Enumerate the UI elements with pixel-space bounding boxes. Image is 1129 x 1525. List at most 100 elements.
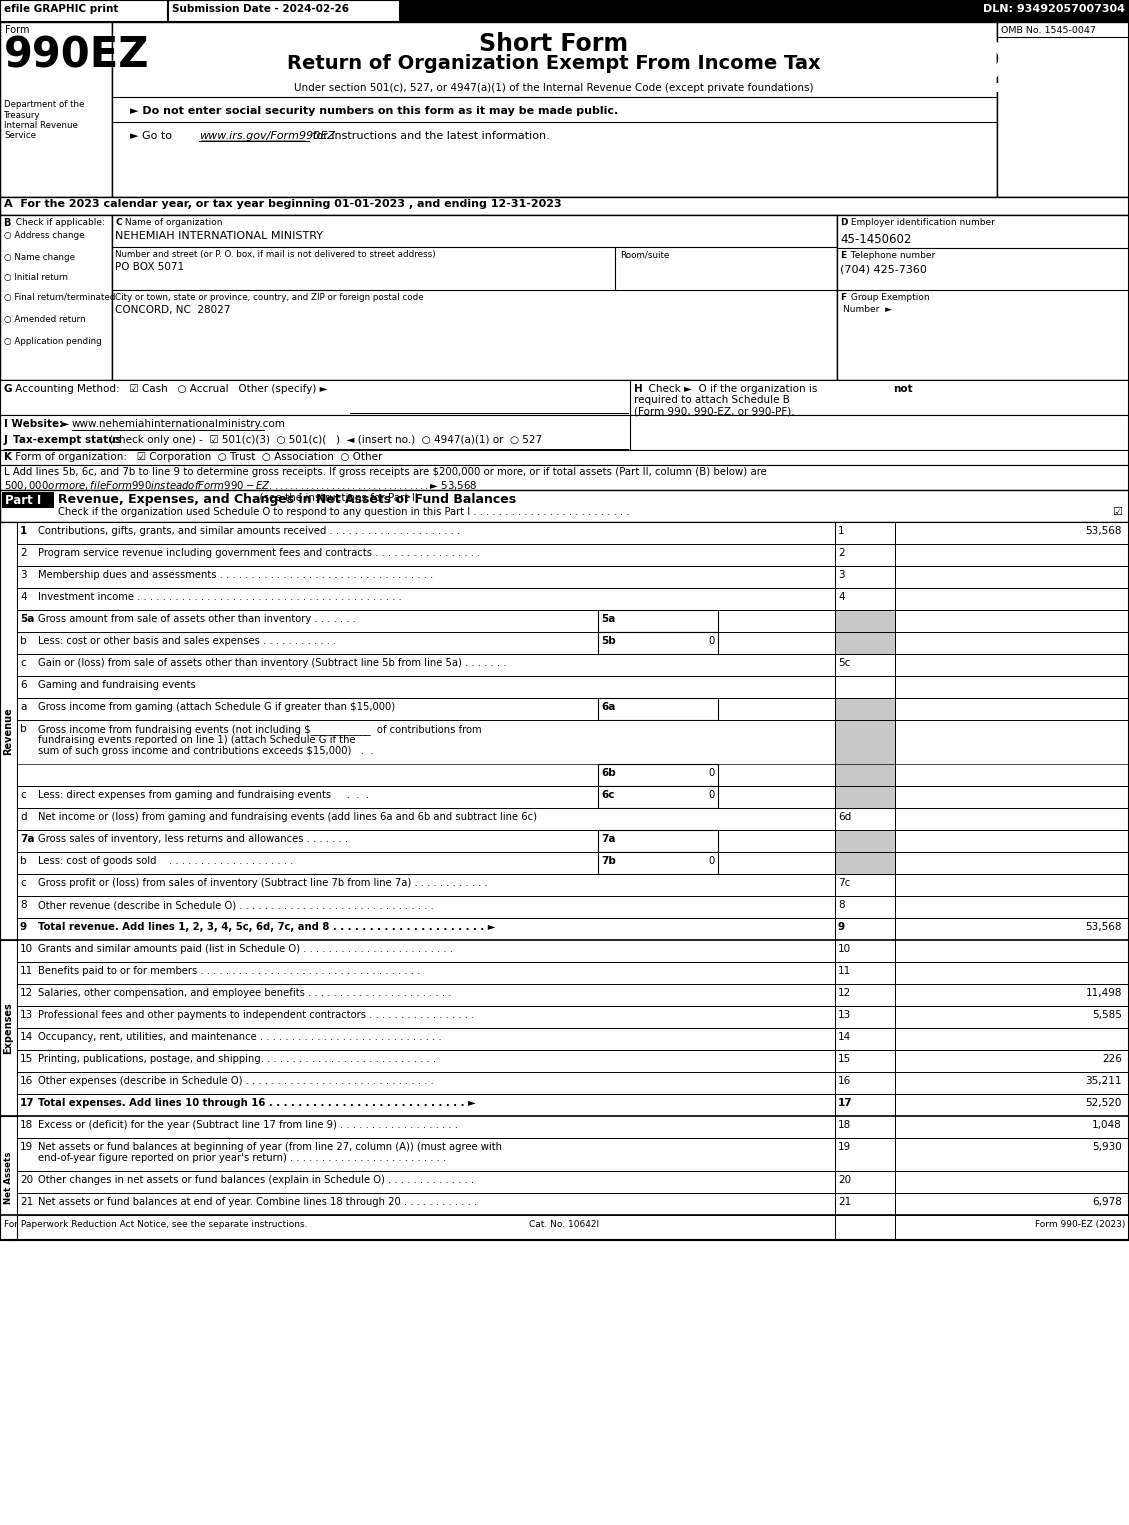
Text: 6b: 6b [601, 769, 615, 778]
Text: Grants and similar amounts paid (list in Schedule O) . . . . . . . . . . . . . .: Grants and similar amounts paid (list in… [38, 944, 453, 955]
Bar [17, 1028, 835, 1051]
Bar [895, 1093, 1129, 1116]
Text: 7a: 7a [20, 834, 35, 843]
Text: 53,568: 53,568 [1085, 526, 1122, 535]
Bar [835, 830, 895, 852]
Text: 18: 18 [20, 1119, 33, 1130]
Text: Form of organization:   ☑ Corporation  ○ Trust  ○ Association  ○ Other: Form of organization: ☑ Corporation ○ Tr… [12, 451, 383, 462]
Text: 3: 3 [838, 570, 844, 580]
Text: 7a: 7a [601, 834, 615, 843]
Text: 5a: 5a [20, 615, 34, 624]
Text: 5,930: 5,930 [1092, 1142, 1122, 1151]
Bar [895, 874, 1129, 897]
Bar [895, 631, 1129, 654]
Text: ○ Amended return: ○ Amended return [5, 316, 86, 323]
Bar [835, 544, 895, 566]
Text: Under section 501(c), 527, or 4947(a)(1) of the Internal Revenue Code (except pr: Under section 501(c), 527, or 4947(a)(1)… [295, 82, 814, 93]
Text: 21: 21 [838, 1197, 851, 1206]
Text: 14: 14 [838, 1032, 851, 1042]
Bar [0, 0, 1129, 1240]
Text: for instructions and the latest information.: for instructions and the latest informat… [309, 131, 550, 140]
Bar [835, 785, 895, 808]
Bar [835, 1193, 895, 1215]
Bar [0, 490, 1129, 522]
Text: 12: 12 [20, 988, 33, 997]
Text: Room/suite: Room/suite [620, 250, 669, 259]
Text: 226: 226 [1102, 1054, 1122, 1064]
Text: ○ Final return/terminated: ○ Final return/terminated [5, 293, 115, 302]
Text: 11: 11 [838, 965, 851, 976]
Text: B: B [3, 218, 10, 229]
Text: Membership dues and assessments . . . . . . . . . . . . . . . . . . . . . . . . : Membership dues and assessments . . . . … [38, 570, 434, 580]
Bar [835, 897, 895, 918]
Text: 990EZ: 990EZ [5, 35, 149, 76]
Text: CONCORD, NC  28027: CONCORD, NC 28027 [115, 305, 230, 316]
Bar [17, 676, 835, 698]
Bar [17, 852, 835, 874]
Text: 15: 15 [20, 1054, 33, 1064]
Bar [895, 1171, 1129, 1193]
Text: 6a: 6a [601, 702, 615, 712]
Bar [835, 1006, 895, 1028]
Bar [835, 874, 895, 897]
Bar [17, 984, 835, 1006]
Bar [0, 522, 17, 939]
Bar [895, 1028, 1129, 1051]
Text: Open to: Open to [1029, 127, 1097, 140]
Bar [895, 566, 1129, 589]
Bar [835, 676, 895, 698]
Bar [895, 676, 1129, 698]
Text: 11,498: 11,498 [1085, 988, 1122, 997]
Bar [17, 918, 835, 939]
Text: Less: cost of goods sold    . . . . . . . . . . . . . . . . . . . .: Less: cost of goods sold . . . . . . . .… [38, 856, 294, 866]
Text: Gaming and fundraising events: Gaming and fundraising events [38, 680, 195, 689]
Bar [895, 984, 1129, 1006]
Text: 53,568: 53,568 [1085, 923, 1122, 932]
Bar [112, 215, 837, 380]
Bar [835, 522, 895, 544]
Text: Public: Public [1036, 143, 1089, 159]
Text: Internal Revenue: Internal Revenue [5, 120, 78, 130]
Text: 6,978: 6,978 [1092, 1197, 1122, 1206]
Text: ○ Application pending: ○ Application pending [5, 337, 102, 346]
Text: ☑: ☑ [1112, 506, 1122, 517]
Text: b: b [20, 724, 27, 734]
Bar [0, 465, 1129, 490]
Text: 4: 4 [838, 592, 844, 602]
Bar [835, 566, 895, 589]
Text: 20: 20 [20, 1174, 33, 1185]
Text: ► Do not enter social security numbers on this form as it may be made public.: ► Do not enter social security numbers o… [130, 107, 619, 116]
Text: 0: 0 [709, 636, 715, 647]
Text: Investment income . . . . . . . . . . . . . . . . . . . . . . . . . . . . . . . : Investment income . . . . . . . . . . . … [38, 592, 402, 602]
Text: Other revenue (describe in Schedule O) . . . . . . . . . . . . . . . . . . . . .: Other revenue (describe in Schedule O) .… [38, 900, 434, 910]
Text: (see the instructions for Part I): (see the instructions for Part I) [58, 493, 419, 503]
Text: D: D [840, 218, 848, 227]
Bar [895, 1051, 1129, 1072]
Bar [895, 808, 1129, 830]
Text: ► Go to: ► Go to [130, 131, 175, 140]
Text: 5,585: 5,585 [1092, 1010, 1122, 1020]
Bar [0, 450, 1129, 465]
Text: 0: 0 [709, 769, 715, 778]
Bar [835, 1028, 895, 1051]
Text: c: c [20, 878, 26, 888]
Text: 35,211: 35,211 [1085, 1077, 1122, 1086]
Bar [835, 631, 895, 654]
Text: K: K [5, 451, 12, 462]
Text: NEHEMIAH INTERNATIONAL MINISTRY: NEHEMIAH INTERNATIONAL MINISTRY [115, 230, 323, 241]
Bar [835, 918, 895, 939]
Bar [168, 0, 400, 21]
Bar [17, 522, 835, 544]
Text: For Paperwork Reduction Act Notice, see the separate instructions.: For Paperwork Reduction Act Notice, see … [5, 1220, 307, 1229]
Text: 11: 11 [20, 965, 33, 976]
Bar [835, 1093, 895, 1116]
Text: Check if the organization used Schedule O to respond to any question in this Par: Check if the organization used Schedule … [58, 506, 630, 517]
Bar [17, 939, 835, 962]
Bar [895, 897, 1129, 918]
Bar [17, 1193, 835, 1215]
Bar [0, 197, 1129, 215]
Bar [895, 785, 1129, 808]
Bar [835, 1138, 895, 1171]
Text: 17: 17 [838, 1098, 852, 1109]
Bar [0, 415, 1129, 450]
